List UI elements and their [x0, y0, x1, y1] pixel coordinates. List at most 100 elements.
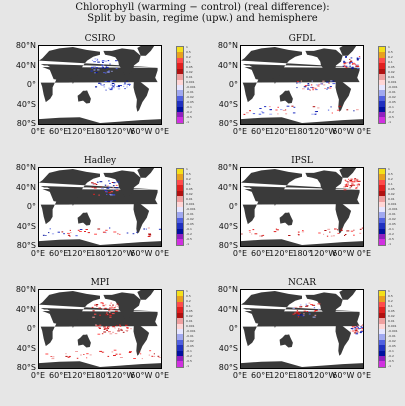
y-tick-label: 80°N: [218, 286, 238, 294]
change-cell: [344, 235, 345, 236]
change-cell: [103, 232, 106, 233]
colorbar-tick-label: -0.5: [388, 360, 402, 363]
map-plot: [38, 289, 162, 369]
change-cell: [148, 228, 150, 229]
change-cell: [351, 186, 352, 187]
colorbar-tick-label: 0.05: [186, 310, 200, 313]
change-cell: [253, 229, 255, 230]
x-tick-label: 60°E: [49, 250, 68, 258]
change-cell: [110, 80, 113, 81]
change-cell: [275, 110, 277, 111]
change-cell: [113, 182, 115, 183]
x-tick-label: 0°E: [31, 250, 45, 258]
colorbar-tick-label: -0.01: [186, 91, 200, 94]
change-cell: [104, 190, 107, 191]
colorbar-tick-label: -0.01: [388, 335, 402, 338]
colorbar-tick-label: 0.01: [186, 320, 200, 323]
change-cell: [352, 181, 353, 182]
map-plot: [240, 289, 364, 369]
change-cell: [346, 109, 348, 110]
colorbar-tick-label: 1: [186, 290, 200, 293]
change-cell: [101, 65, 103, 66]
change-cell: [116, 68, 118, 69]
change-cell: [52, 356, 54, 357]
change-cell: [148, 234, 151, 235]
change-cell: [291, 106, 293, 107]
change-cell: [109, 183, 111, 184]
colorbar-tick-label: -0.05: [186, 345, 200, 348]
figure-title-line1: Chlorophyll (warming − control) (real di…: [0, 2, 405, 13]
colorbar-tick-label: -0.2: [186, 355, 200, 358]
change-cell: [353, 110, 354, 111]
change-cell: [293, 314, 295, 315]
change-cell: [337, 229, 338, 230]
colorbar-segment: [177, 117, 183, 122]
x-tick-label: 60°E: [49, 372, 68, 380]
change-cell: [357, 186, 358, 187]
change-cell: [97, 182, 99, 183]
change-cell: [241, 234, 242, 235]
change-cell: [313, 317, 316, 318]
x-tick-label: 120°E: [269, 250, 293, 258]
change-cell: [103, 72, 105, 73]
x-tick-label: 60°W: [332, 128, 354, 136]
change-cell: [101, 188, 104, 189]
change-cell: [361, 327, 363, 328]
x-tick-label: 120°E: [67, 250, 91, 258]
change-cell: [111, 71, 112, 72]
change-cell: [315, 315, 317, 316]
change-cell: [323, 84, 325, 85]
colorbar-tick-label: -0.01: [186, 335, 200, 338]
colorbar-tick-label: -1: [186, 365, 200, 368]
change-cell: [107, 328, 109, 329]
colorbar-tick-label: -0.05: [388, 223, 402, 226]
y-tick-label: 40°N: [218, 306, 238, 314]
colorbar-tick-label: -0.001: [186, 330, 200, 333]
colorbar-tick-label: -0.1: [388, 228, 402, 231]
colorbar-tick-label: 0.2: [186, 300, 200, 303]
change-cell: [109, 64, 111, 65]
colorbar-tick-label: -0.01: [186, 213, 200, 216]
map-svg: [241, 46, 363, 124]
x-tick-label: 60°E: [49, 128, 68, 136]
y-tick-label: 40°N: [218, 184, 238, 192]
change-cell: [111, 191, 113, 192]
change-cell: [96, 184, 98, 185]
change-cell: [302, 231, 304, 232]
change-cell: [65, 356, 67, 357]
change-cell: [351, 57, 353, 58]
change-cell: [293, 112, 296, 113]
change-cell: [357, 326, 358, 327]
change-cell: [92, 68, 94, 69]
change-cell: [327, 87, 329, 88]
change-cell: [95, 58, 97, 59]
change-cell: [353, 230, 354, 231]
change-cell: [298, 232, 300, 233]
land-mass-6: [339, 46, 356, 56]
change-cell: [92, 60, 93, 61]
change-cell: [329, 232, 330, 233]
x-tick-label: 120°E: [67, 372, 91, 380]
change-cell: [113, 232, 116, 233]
change-cell: [110, 333, 113, 334]
colorbar-tick-label: 0.5: [388, 295, 402, 298]
change-cell: [344, 66, 346, 67]
colorbar-tick-label: -0.5: [388, 116, 402, 119]
colorbar-tick-label: -0.1: [186, 106, 200, 109]
change-cell: [118, 86, 121, 87]
x-tick-label: 0°E: [357, 250, 371, 258]
change-cell: [94, 234, 97, 235]
change-cell: [103, 305, 105, 306]
y-tick-label: 40°N: [16, 62, 36, 70]
change-cell: [244, 114, 246, 115]
change-cell: [118, 329, 120, 330]
change-cell: [118, 85, 121, 86]
change-cell: [102, 352, 104, 353]
change-cell: [346, 181, 348, 182]
change-cell: [317, 111, 318, 112]
map-svg: [39, 168, 161, 246]
change-cell: [249, 232, 251, 233]
colorbar-tick-label: 1: [186, 168, 200, 171]
